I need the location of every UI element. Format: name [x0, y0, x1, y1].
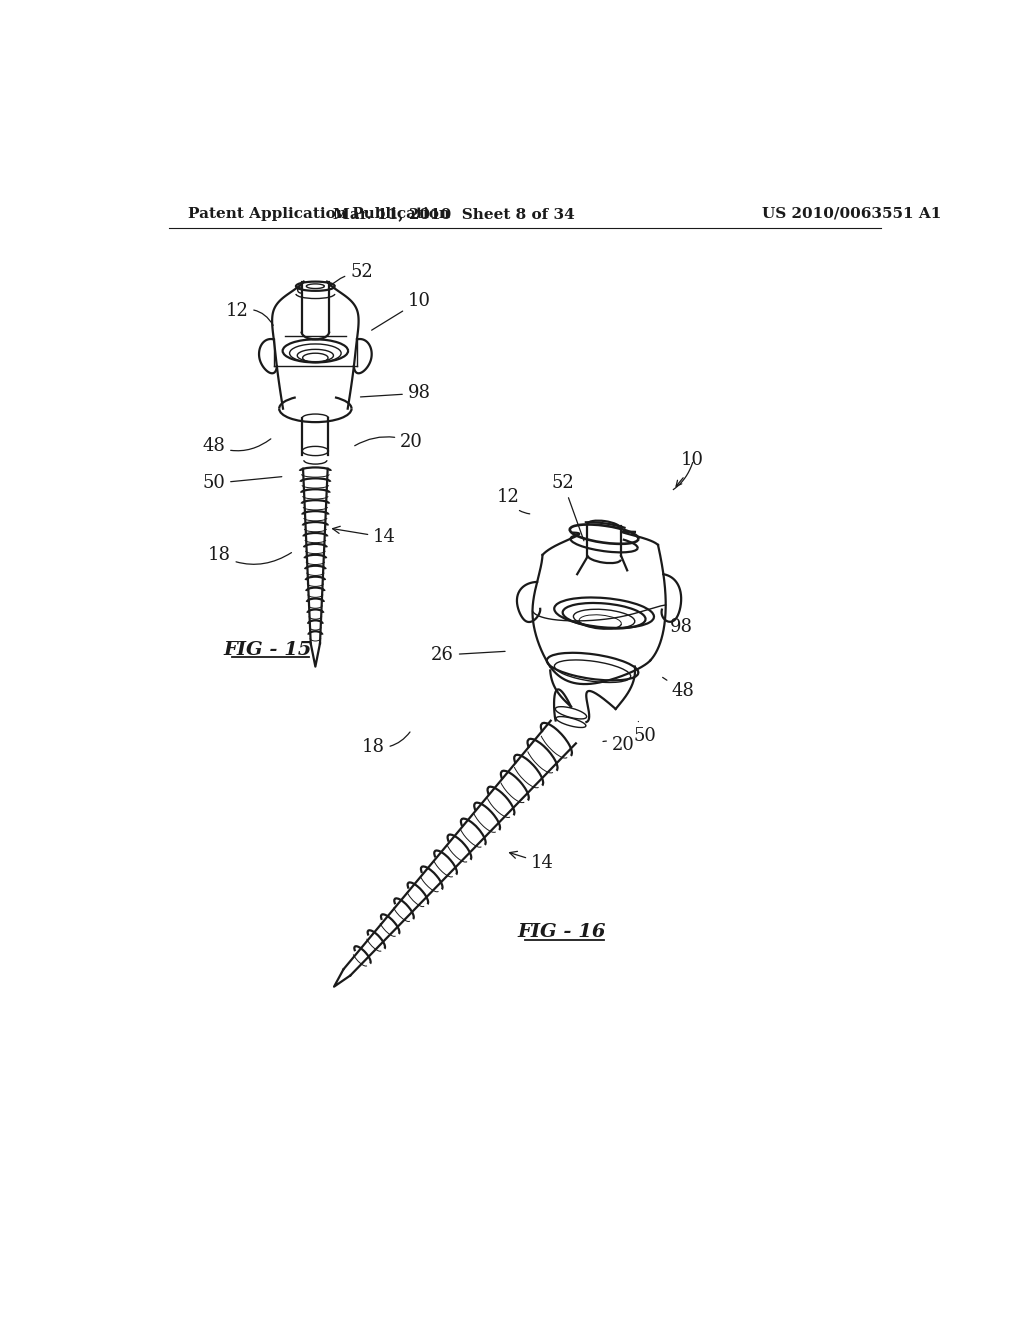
Text: 98: 98 — [665, 618, 692, 635]
Text: Patent Application Publication: Patent Application Publication — [188, 207, 451, 220]
Text: 10: 10 — [372, 292, 431, 330]
Text: 10: 10 — [681, 451, 705, 469]
Text: 14: 14 — [510, 851, 554, 873]
Text: 12: 12 — [497, 488, 529, 513]
Text: US 2010/0063551 A1: US 2010/0063551 A1 — [762, 207, 941, 220]
Text: 50: 50 — [203, 474, 282, 492]
Text: 26: 26 — [431, 645, 505, 664]
Text: 52: 52 — [329, 264, 373, 288]
Text: 50: 50 — [634, 722, 656, 744]
Text: 18: 18 — [208, 546, 292, 565]
Text: Mar. 11, 2010  Sheet 8 of 34: Mar. 11, 2010 Sheet 8 of 34 — [333, 207, 574, 220]
Text: 12: 12 — [225, 302, 273, 325]
Text: 52: 52 — [552, 474, 584, 541]
Text: 20: 20 — [354, 433, 423, 450]
Text: 48: 48 — [203, 437, 270, 454]
Text: 48: 48 — [663, 677, 695, 700]
Text: 20: 20 — [603, 737, 635, 754]
Text: 14: 14 — [333, 527, 396, 546]
Text: FIG - 16: FIG - 16 — [517, 923, 606, 941]
Text: FIG - 15: FIG - 15 — [223, 640, 312, 659]
Text: 98: 98 — [360, 384, 431, 403]
Text: 18: 18 — [361, 733, 410, 756]
